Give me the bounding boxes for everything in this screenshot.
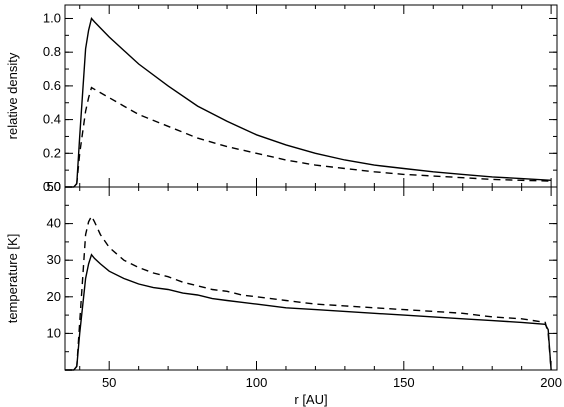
temperature-y-axis-title: temperature [K]	[5, 234, 20, 324]
temperature-ytick-label: 20	[47, 289, 61, 304]
temperature-plot-frame	[64, 186, 558, 371]
temperature-series-dashed-line	[65, 214, 552, 371]
temperature-xtick-label: 150	[393, 375, 415, 390]
temperature-xtick-label: 100	[246, 375, 268, 390]
density-ytick-label: 0.2	[43, 145, 61, 160]
density-panel: 0.0 0.2 0.4 0.6 0.8 1.0 relative density	[5, 4, 558, 194]
density-ytick-label: 0.0	[43, 179, 61, 194]
density-ytick-label: 0.6	[43, 78, 61, 93]
temperature-ytick-label: 10	[47, 325, 61, 340]
density-ytick-label: 0.8	[43, 44, 61, 59]
density-y-axis-title: relative density	[5, 52, 20, 139]
density-ytick-label: 0.4	[43, 112, 61, 127]
temperature-x-axis-title: r [AU]	[294, 392, 327, 407]
temperature-ytick-label: 50	[47, 179, 61, 194]
temperature-series-solid-line	[65, 253, 552, 371]
density-ytick-label: 1.0	[43, 10, 61, 25]
temperature-panel: 10 20 30 40 50 50 100 150 200 temperature [K] r [A…	[5, 179, 562, 407]
density-series-dashed-line	[65, 86, 552, 188]
temperature-xtick-label: 50	[102, 375, 116, 390]
temperature-ytick-label: 40	[47, 216, 61, 231]
density-plot-frame	[64, 4, 558, 188]
temperature-xtick-label: 200	[540, 375, 562, 390]
density-series-solid-line	[65, 17, 552, 188]
temperature-ytick-label: 30	[47, 252, 61, 267]
